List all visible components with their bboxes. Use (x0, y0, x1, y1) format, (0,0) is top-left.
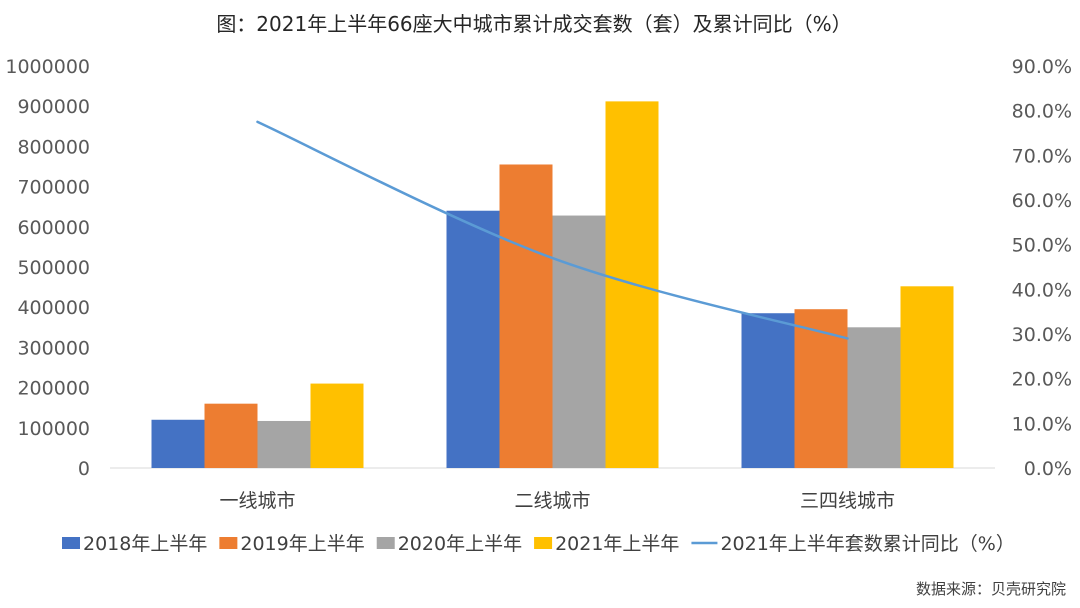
trend-line (256, 120, 849, 340)
right-tick-label: 40.0% (1012, 279, 1072, 301)
bar (499, 164, 553, 469)
legend-label: 2021年上半年套数累计同比（%） (720, 533, 1014, 555)
right-tick-label: 20.0% (1012, 369, 1072, 391)
legend-swatch (219, 537, 238, 549)
left-tick-label: 100000 (17, 418, 90, 440)
chart-title: 图：2021年上半年66座大中城市累计成交套数（套）及累计同比（%） (216, 12, 851, 36)
bar (446, 210, 500, 468)
bar (741, 313, 795, 468)
right-tick-label: 10.0% (1012, 413, 1072, 435)
right-tick-label: 90.0% (1012, 56, 1072, 78)
category-label: 三四线城市 (800, 490, 895, 512)
legend-swatch (534, 537, 553, 549)
left-tick-label: 200000 (17, 378, 90, 400)
left-tick-label: 800000 (17, 136, 90, 158)
source-note: 数据来源：贝壳研究院 (916, 580, 1066, 598)
left-tick-label: 1000000 (5, 56, 90, 78)
right-tick-label: 70.0% (1012, 145, 1072, 167)
right-axis: 0.0% 10.0% 20.0% 30.0% 40.0% 50.0% 60.0% 70.0% 8… (1012, 56, 1072, 480)
bar (151, 419, 205, 468)
left-tick-label: 500000 (17, 257, 90, 279)
legend-label: 2020年上半年 (398, 533, 522, 555)
legend-label: 2021年上半年 (555, 533, 679, 555)
legend-label: 2019年上半年 (240, 533, 364, 555)
category-label: 一线城市 (219, 490, 295, 512)
bar (204, 403, 258, 468)
left-tick-label: 300000 (17, 337, 90, 359)
right-tick-label: 80.0% (1012, 101, 1072, 123)
category-label: 二线城市 (514, 490, 590, 512)
right-tick-label: 60.0% (1012, 190, 1072, 212)
right-tick-label: 30.0% (1012, 324, 1072, 346)
legend-swatch (376, 537, 395, 549)
left-tick-label: 700000 (17, 177, 90, 199)
legend-label: 2018年上半年 (83, 533, 207, 555)
left-tick-label: 0 (78, 458, 90, 480)
bar (310, 383, 364, 468)
right-tick-label: 50.0% (1012, 235, 1072, 257)
bar (552, 215, 606, 468)
right-tick-label: 0.0% (1024, 458, 1072, 480)
left-tick-label: 900000 (17, 96, 90, 118)
category-labels: 一线城市 二线城市 三四线城市 (219, 490, 895, 512)
legend: 2018年上半年 2019年上半年 2020年上半年 2021年上半年 2021年上半年… (62, 533, 1015, 555)
left-axis: 0 100000 200000 300000 400000 500000 600000 700… (5, 56, 90, 480)
left-tick-label: 400000 (17, 297, 90, 319)
trend-line-path (256, 120, 849, 340)
legend-swatch (62, 537, 80, 549)
bar (900, 286, 954, 468)
bars (151, 101, 954, 469)
bar (257, 420, 311, 468)
bar (847, 327, 901, 468)
left-tick-label: 600000 (17, 217, 90, 239)
